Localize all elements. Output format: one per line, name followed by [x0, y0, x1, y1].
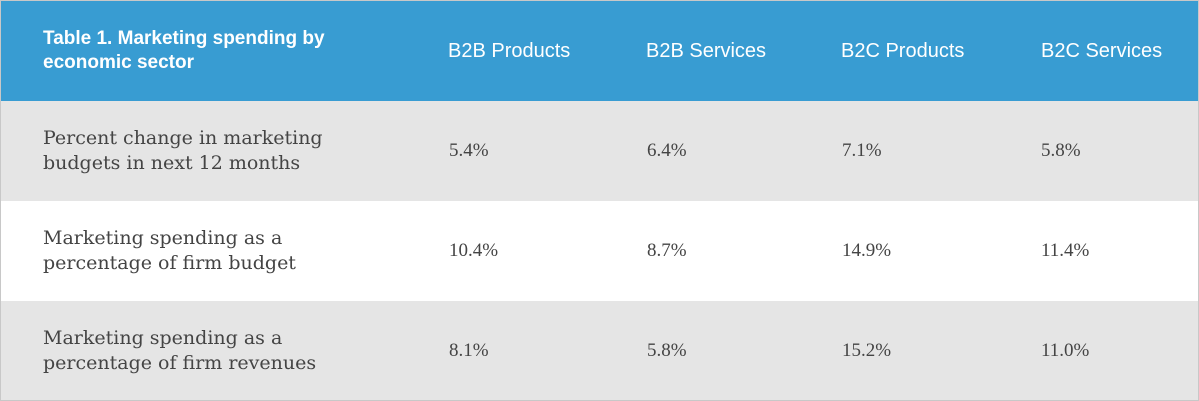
table-cell: 11.4% — [1041, 240, 1090, 261]
table-header: Table 1. Marketing spending by economic … — [1, 1, 1198, 101]
table-cell: 14.9% — [842, 240, 892, 261]
column-header-b2b-services: B2B Services — [646, 39, 767, 62]
table-cell: 5.4% — [449, 140, 489, 161]
table-cell: 8.1% — [449, 339, 489, 361]
table-cell: 5.8% — [647, 339, 687, 361]
header-row: Table 1. Marketing spending by economic … — [1, 1, 1198, 101]
table-body: Percent change in marketing budgets in n… — [1, 101, 1198, 400]
table-cell: 7.1% — [842, 140, 882, 161]
column-header-b2c-services: B2C Services — [1041, 39, 1163, 62]
column-header-b2c-products: B2C Products — [841, 39, 965, 62]
table-cell: 10.4% — [449, 240, 499, 261]
row-label: Marketing spending as a percentage of fi… — [43, 227, 296, 274]
table-cell: 11.0% — [1041, 339, 1090, 361]
row-label: Percent change in marketing budgets in n… — [43, 127, 323, 174]
column-header-b2b-products: B2B Products — [448, 39, 571, 62]
table-title: Table 1. Marketing spending by economic … — [43, 28, 325, 73]
table-row: Percent change in marketing budgets in n… — [1, 101, 1198, 201]
table-cell: 6.4% — [647, 140, 687, 161]
table-cell: 15.2% — [842, 339, 892, 361]
table-cell: 8.7% — [647, 240, 687, 261]
row-label: Marketing spending as a percentage of fi… — [43, 326, 317, 374]
table-row: Marketing spending as a percentage of fi… — [1, 301, 1198, 400]
table-row: Marketing spending as a percentage of fi… — [1, 201, 1198, 301]
table-cell: 5.8% — [1041, 140, 1081, 161]
